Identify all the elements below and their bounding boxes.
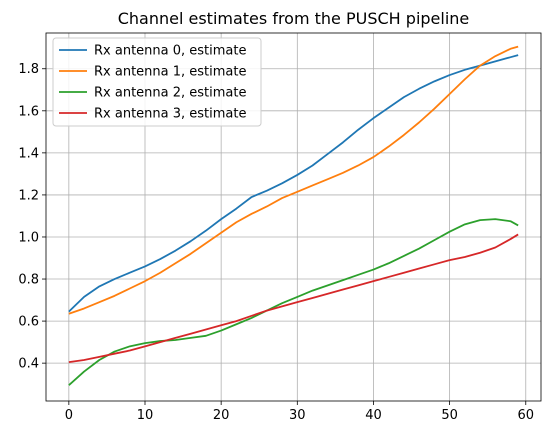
- x-tick-label: 10: [137, 408, 154, 423]
- series-line-1: [68, 45, 519, 315]
- y-tick-label: 1.8: [18, 62, 39, 77]
- legend-label: Rx antenna 0, estimate: [94, 44, 246, 59]
- plot-frame: [45, 32, 542, 402]
- x-tick-label: 0: [65, 408, 73, 423]
- legend-box: [52, 37, 262, 127]
- y-tick-label: 1.0: [18, 230, 39, 245]
- x-tick-label: 20: [213, 408, 230, 423]
- x-tick-label: 40: [365, 408, 382, 423]
- x-tick-label: 30: [289, 408, 306, 423]
- chart-title: Channel estimates from the PUSCH pipelin…: [118, 9, 470, 28]
- x-tick-label: 60: [517, 408, 534, 423]
- legend: Rx antenna 0, estimate Rx antenna 1, esti…: [52, 37, 262, 127]
- series-line-3: [68, 233, 519, 363]
- y-tick-label: 1.4: [18, 146, 39, 161]
- x-axis: 0 10 20 30 40 50 60: [65, 401, 534, 423]
- y-tick-label: 0.6: [18, 315, 39, 330]
- series-lines: [68, 45, 519, 386]
- series-line-2: [68, 218, 519, 386]
- x-tick-label: 50: [441, 408, 458, 423]
- legend-label: Rx antenna 2, estimate: [94, 86, 246, 101]
- legend-label: Rx antenna 3, estimate: [94, 107, 246, 122]
- y-tick-label: 1.6: [18, 104, 39, 119]
- series-line-0: [68, 54, 519, 313]
- y-axis: 0.4 0.6 0.8 1.0 1.2 1.4 1.6 1.8: [18, 62, 46, 372]
- y-tick-label: 1.2: [18, 188, 39, 203]
- y-tick-label: 0.4: [18, 357, 39, 372]
- y-tick-label: 0.8: [18, 273, 39, 288]
- legend-label: Rx antenna 1, estimate: [94, 65, 246, 80]
